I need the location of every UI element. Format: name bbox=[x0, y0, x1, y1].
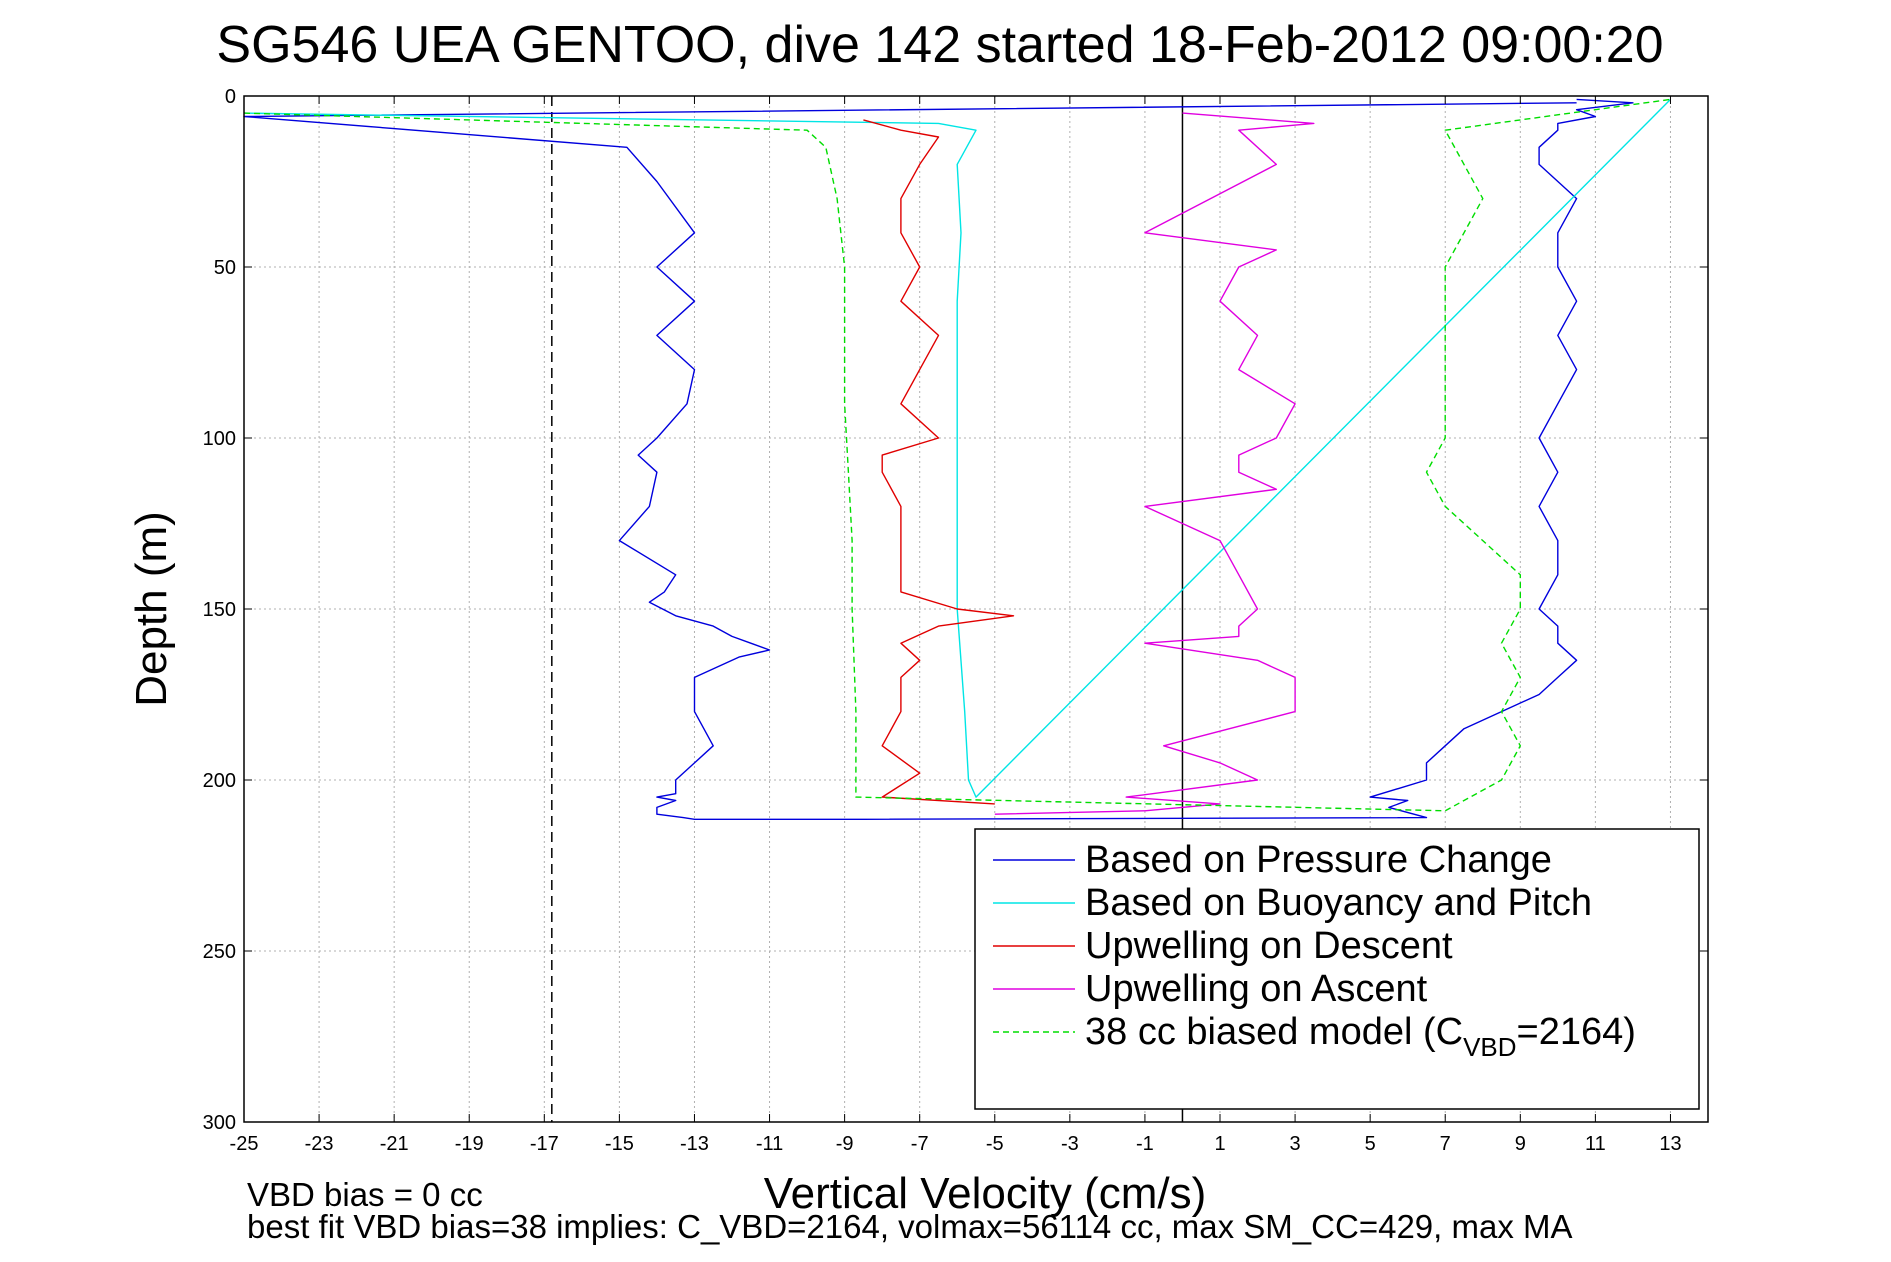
series-line-2 bbox=[243, 98, 1671, 798]
x-tick-label: 13 bbox=[1659, 1133, 1681, 1155]
x-tick-label: 1 bbox=[1214, 1133, 1225, 1155]
x-tick-label: 5 bbox=[1365, 1133, 1376, 1155]
x-tick-label: -3 bbox=[1061, 1133, 1079, 1155]
x-tick-label: -13 bbox=[680, 1133, 709, 1155]
y-tick-label: 250 bbox=[203, 941, 236, 963]
x-tick-label: -23 bbox=[305, 1133, 334, 1155]
y-tick-label: 100 bbox=[203, 428, 236, 450]
y-tick-label: 0 bbox=[225, 86, 236, 108]
x-axis-label: Vertical Velocity (cm/s) bbox=[764, 1169, 1207, 1218]
legend-label-suffix: =2164) bbox=[1517, 1011, 1636, 1053]
y-axis-ticks: 0 50 100 150 200 250 300 bbox=[203, 86, 1708, 1134]
y-tick-label: 50 bbox=[214, 257, 236, 279]
series-line-1 bbox=[243, 98, 1634, 820]
legend-label-text: Based on Buoyancy and Pitch bbox=[1085, 882, 1592, 924]
legend-label-text: Based on Pressure Change bbox=[1085, 839, 1552, 881]
x-tick-label: -5 bbox=[986, 1133, 1004, 1155]
x-tick-label: 7 bbox=[1440, 1133, 1451, 1155]
legend-label-text: Upwelling on Ascent bbox=[1085, 968, 1428, 1010]
series-lines bbox=[243, 98, 1671, 820]
x-tick-label: 3 bbox=[1290, 1133, 1301, 1155]
x-tick-label: -21 bbox=[380, 1133, 409, 1155]
legend-label-text: 38 cc biased model (C bbox=[1085, 1011, 1463, 1053]
legend-label-subscript: VBD bbox=[1463, 1032, 1516, 1062]
legend-box bbox=[974, 828, 1700, 1110]
legend-label-2: Based on Buoyancy and Pitch bbox=[1085, 882, 1592, 924]
series-line-4 bbox=[994, 112, 1315, 815]
x-tick-label: 11 bbox=[1585, 1133, 1606, 1155]
x-tick-label: -17 bbox=[530, 1133, 559, 1155]
legend-label-5: 38 cc biased model (CVBD=2164) bbox=[1085, 1011, 1636, 1062]
x-tick-label: 9 bbox=[1515, 1133, 1526, 1155]
x-tick-label: -11 bbox=[756, 1133, 783, 1155]
y-tick-label: 200 bbox=[203, 770, 236, 792]
x-tick-label: -1 bbox=[1136, 1133, 1154, 1155]
x-tick-label: -25 bbox=[230, 1133, 259, 1155]
x-tick-label: -9 bbox=[836, 1133, 854, 1155]
y-tick-label: 300 bbox=[203, 1112, 236, 1134]
series-line-3 bbox=[863, 119, 1015, 805]
legend-label-text: Upwelling on Descent bbox=[1085, 925, 1453, 967]
x-tick-label: -7 bbox=[911, 1133, 929, 1155]
x-tick-label: -19 bbox=[455, 1133, 484, 1155]
legend-label-4: Upwelling on Ascent bbox=[1085, 968, 1428, 1010]
footer-best-fit: best fit VBD bias=38 implies: C_VBD=2164… bbox=[247, 1208, 1573, 1245]
legend-label-3: Upwelling on Descent bbox=[1085, 925, 1453, 967]
series-line-5 bbox=[243, 98, 1671, 812]
chart-title: SG546 UEA GENTOO, dive 142 started 18-Fe… bbox=[216, 16, 1663, 74]
legend-label-1: Based on Pressure Change bbox=[1085, 839, 1552, 881]
x-tick-label: -15 bbox=[605, 1133, 634, 1155]
y-tick-label: 150 bbox=[203, 599, 236, 621]
x-axis-ticks: -25 -23 -21 -19 -17 -15 -13 -11 -9 -7 -5 -3 -1 1 3 5 7 9 1… bbox=[230, 96, 1682, 1155]
y-axis-label: Depth (m) bbox=[127, 511, 176, 707]
footer-vbd-bias: VBD bias = 0 cc bbox=[247, 1176, 483, 1213]
